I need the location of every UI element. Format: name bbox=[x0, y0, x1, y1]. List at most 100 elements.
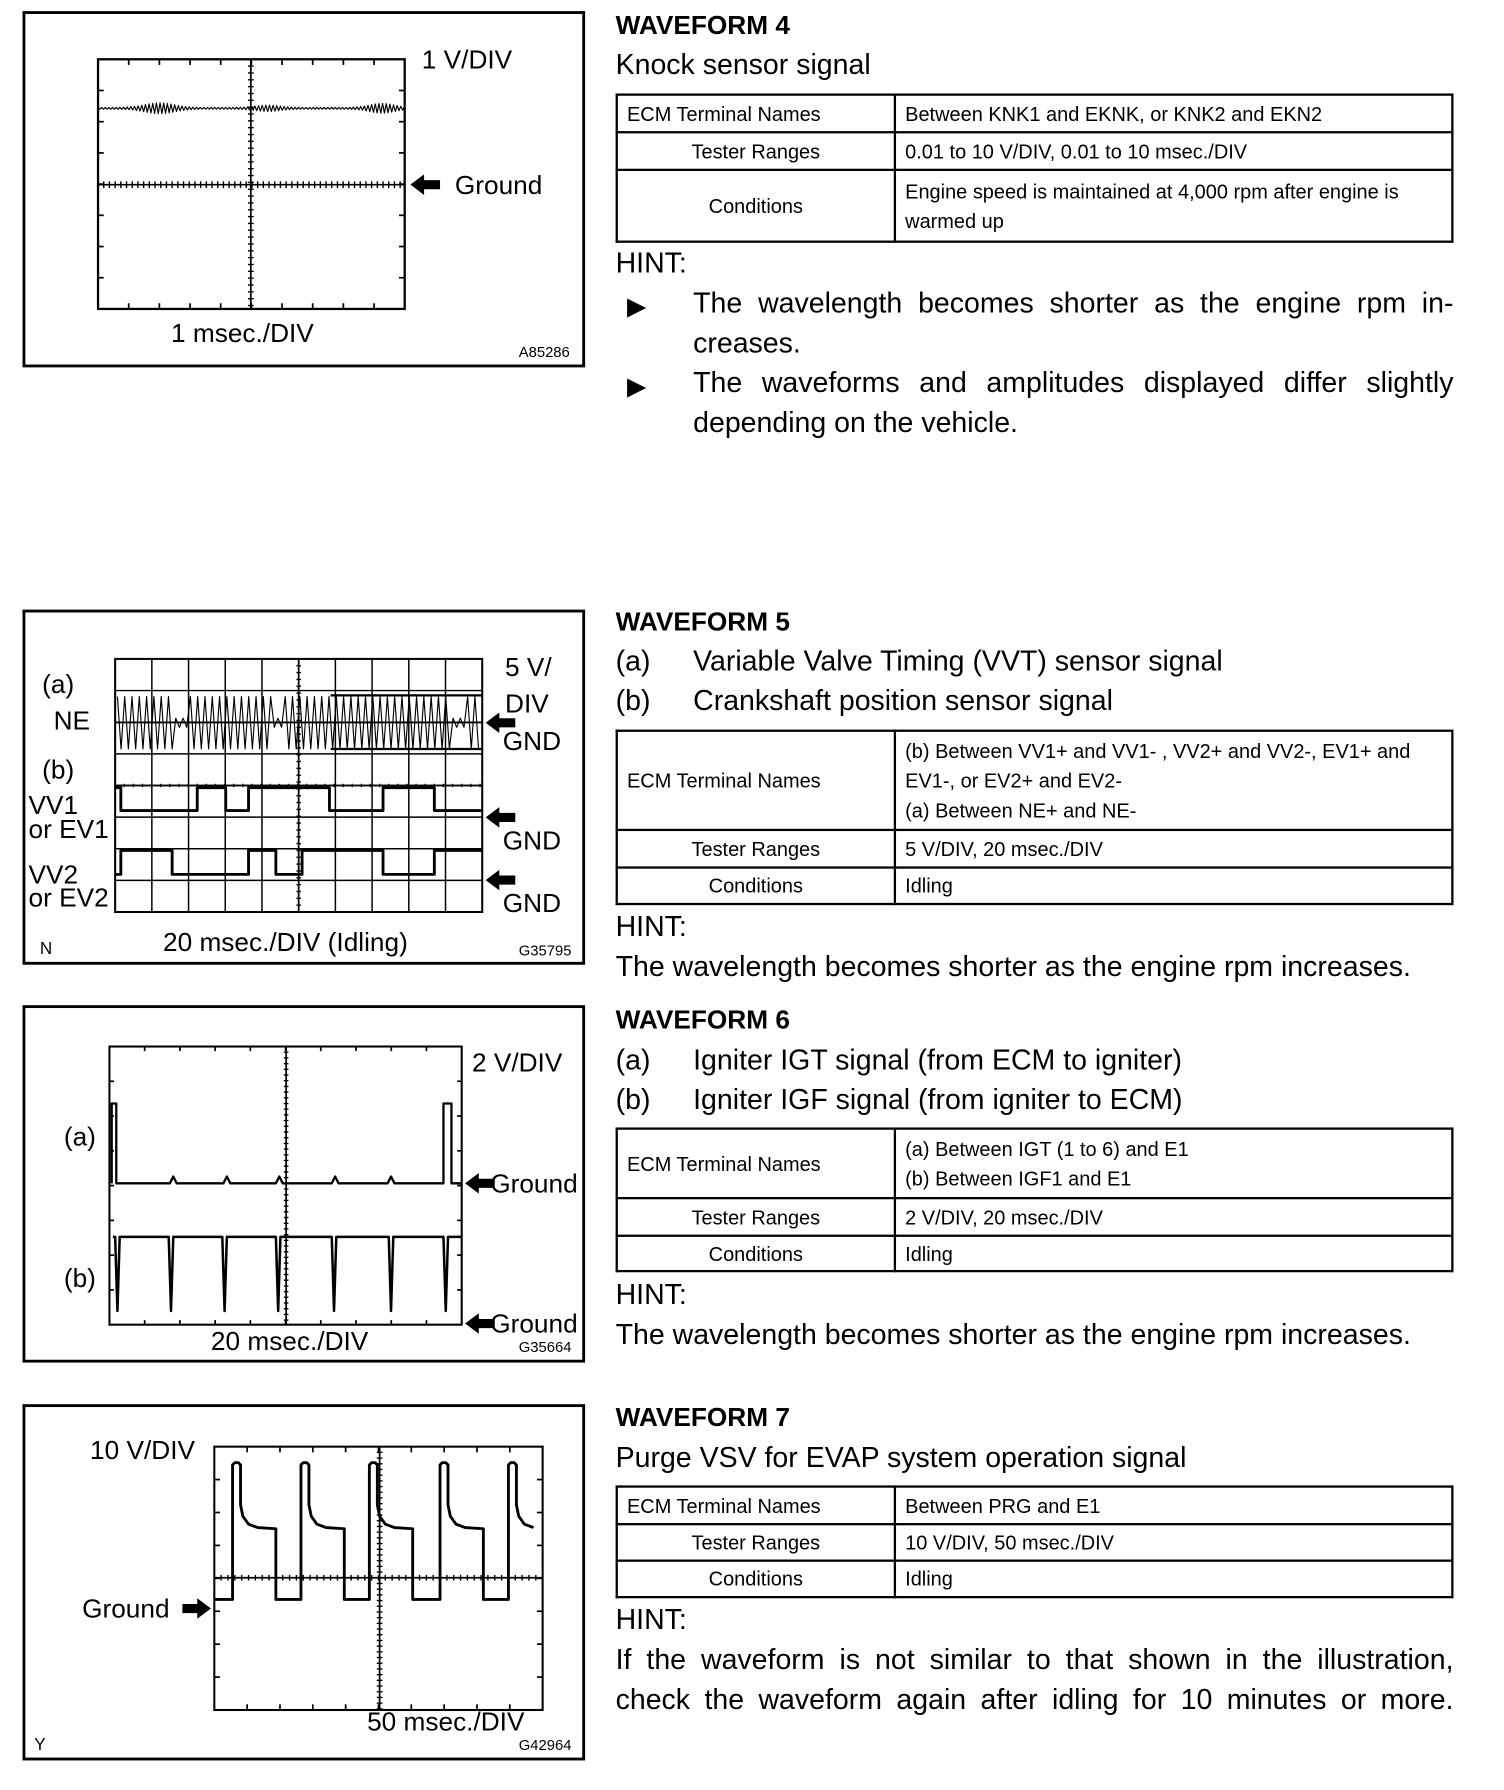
bullet-triangle-icon: ▶ bbox=[627, 291, 647, 321]
fig6-igt-signal-trace bbox=[110, 1102, 462, 1185]
fig5-code: G35795 bbox=[518, 941, 572, 959]
fig5-label-vv2: VV2 bbox=[28, 859, 79, 890]
table-label: Conditions bbox=[615, 168, 897, 243]
fig5-ne-gnd-arrow-icon bbox=[485, 712, 516, 734]
fig5-time-div: 20 msec./DIV (Idling) bbox=[163, 926, 408, 957]
waveform4-bullet-1-line-1: The wavelength becomes shorter as the en… bbox=[693, 287, 1454, 320]
waveform7-spec-table: ECM Terminal Names Between PRG and E1 Tes… bbox=[615, 1485, 1454, 1599]
table-value: Idling bbox=[893, 866, 1454, 906]
fig7-purge-signal-trace bbox=[214, 1461, 535, 1601]
fig5-volt-div-1: 5 V/ bbox=[505, 652, 552, 682]
fig5-vv2-gnd-arrow-icon bbox=[485, 869, 516, 891]
waveform7-subtitle: Purge VSV for EVAP system operation sign… bbox=[615, 1442, 1187, 1475]
waveform4-bullet-2-line-2: depending on the vehicle. bbox=[693, 406, 1018, 439]
table-value: (a) Between IGT (1 to 6) and E1 (b) Betwe… bbox=[893, 1127, 1454, 1200]
item-text: Igniter IGF signal (from igniter to ECM) bbox=[693, 1084, 1183, 1117]
table-label: ECM Terminal Names bbox=[615, 93, 897, 134]
waveform6-hint-text: The wavelength becomes shorter as the en… bbox=[615, 1318, 1411, 1351]
waveform4-hint-label: HINT: bbox=[615, 247, 687, 280]
waveform4-spec-table: ECM Terminal Names Between KNK1 and EKNK,… bbox=[615, 93, 1454, 243]
table-value-line: (b) Between VV1+ and VV1- , VV2+ and VV2… bbox=[905, 739, 1411, 792]
table-label: Conditions bbox=[615, 866, 897, 906]
table-value-line: (a) Between IGT (1 to 6) and E1 bbox=[905, 1137, 1189, 1160]
table-label: Tester Ranges bbox=[615, 1197, 897, 1237]
waveform5-spec-table: ECM Terminal Names (b) Between VV1+ and V… bbox=[615, 729, 1454, 906]
item-text: Variable Valve Timing (VVT) sensor signa… bbox=[693, 645, 1223, 678]
waveform6-hint-label: HINT: bbox=[615, 1279, 687, 1311]
figure-frame-waveform6 bbox=[22, 1005, 586, 1363]
table-value: 10 V/DIV, 50 msec./DIV bbox=[893, 1523, 1454, 1562]
fig7-volt-div: 10 V/DIV bbox=[90, 1435, 195, 1465]
bullet-triangle-icon: ▶ bbox=[627, 371, 647, 401]
table-value: Between PRG and E1 bbox=[893, 1485, 1454, 1526]
waveform4-bullet-1-line-2: creases. bbox=[693, 327, 801, 360]
fig7-corner-mark: Y bbox=[34, 1735, 46, 1755]
table-value: Between KNK1 and EKNK, or KNK2 and EKN2 bbox=[893, 93, 1454, 134]
table-label: Conditions bbox=[615, 1234, 897, 1273]
table-label: ECM Terminal Names bbox=[615, 1485, 897, 1526]
fig5-gnd-ne: GND bbox=[502, 726, 562, 756]
waveform5-hint-text: The wavelength becomes shorter as the en… bbox=[615, 950, 1411, 983]
waveform5-title: WAVEFORM 5 bbox=[615, 606, 790, 637]
waveform4-bullet-2-line-1: The waveforms and amplitudes displayed d… bbox=[693, 367, 1454, 399]
table-row: Conditions Idling bbox=[615, 1234, 1454, 1273]
item-tag: (b) bbox=[615, 685, 651, 718]
waveform5-item-a: (a) Variable Valve Timing (VVT) sensor si… bbox=[615, 645, 1223, 678]
fig5-gnd-vv1: GND bbox=[502, 825, 562, 855]
fig6-label-b: (b) bbox=[63, 1263, 96, 1293]
table-row: Tester Ranges 0.01 to 10 V/DIV, 0.01 to 1… bbox=[615, 131, 1454, 172]
table-label: Tester Ranges bbox=[615, 828, 897, 869]
table-value-line: (b) Between IGF1 and E1 bbox=[905, 1166, 1132, 1190]
table-value: Idling bbox=[893, 1234, 1454, 1273]
item-text: Igniter IGT signal (from ECM to igniter) bbox=[693, 1044, 1183, 1077]
table-value-line: (a) Between NE+ and NE- bbox=[905, 798, 1137, 822]
item-tag: (b) bbox=[615, 1084, 651, 1117]
waveform5-item-b: (b) Crankshaft position sensor signal bbox=[616, 687, 1113, 716]
waveform6-item-a: (a) Igniter IGT signal (from ECM to ignit… bbox=[615, 1044, 1183, 1077]
fig5-volt-div-2: DIV bbox=[505, 688, 549, 719]
fig7-time-div: 50 msec./DIV bbox=[367, 1706, 525, 1737]
fig6-ground-b: Ground bbox=[490, 1308, 578, 1339]
waveform6-spec-table: ECM Terminal Names (a) Between IGT (1 to … bbox=[615, 1127, 1454, 1273]
fig4-code: A85286 bbox=[518, 343, 570, 361]
fig6-ground-a: Ground bbox=[490, 1168, 578, 1199]
item-tag: (a) bbox=[615, 1044, 651, 1077]
figure-frame-waveform5 bbox=[22, 609, 586, 965]
item-text: Crankshaft position sensor signal bbox=[693, 685, 1113, 718]
table-value: Engine speed is maintained at 4,000 rpm … bbox=[893, 168, 1454, 243]
table-value: (b) Between VV1+ and VV1- , VV2+ and VV2… bbox=[893, 729, 1454, 832]
fig5-gnd-vv2: GND bbox=[502, 888, 562, 918]
table-value: 0.01 to 10 V/DIV, 0.01 to 10 msec./DIV bbox=[893, 131, 1454, 172]
waveform7-hint-line-1: If the waveform is not similar to that s… bbox=[615, 1643, 1454, 1676]
waveform6-title: WAVEFORM 6 bbox=[615, 1004, 790, 1034]
table-row: Conditions Idling bbox=[615, 866, 1454, 906]
fig6-label-a: (a) bbox=[63, 1121, 96, 1152]
waveform7-title: WAVEFORM 7 bbox=[615, 1402, 790, 1432]
fig4-ground-label: Ground bbox=[454, 169, 543, 200]
fig6-ground-arrow-icon-a bbox=[465, 1173, 495, 1194]
fig6-volt-div: 2 V/DIV bbox=[471, 1047, 563, 1078]
fig7-ground-arrow-icon bbox=[182, 1598, 211, 1619]
table-value: 2 V/DIV, 20 msec./DIV bbox=[893, 1197, 1454, 1237]
table-value: 5 V/DIV, 20 msec./DIV bbox=[893, 828, 1454, 869]
fig6-igf-signal-trace bbox=[112, 1235, 462, 1313]
table-row: Conditions Idling bbox=[615, 1559, 1454, 1599]
table-label: ECM Terminal Names bbox=[615, 729, 897, 832]
waveform4-title: WAVEFORM 4 bbox=[615, 10, 790, 40]
fig5-vv1-signal-trace bbox=[115, 786, 483, 812]
table-row: ECM Terminal Names Between KNK1 and EKNK,… bbox=[615, 93, 1454, 134]
waveform4-subtitle: Knock sensor signal bbox=[615, 49, 871, 81]
fig6-time-div: 20 msec./DIV bbox=[210, 1325, 369, 1356]
table-row: Tester Ranges 10 V/DIV, 50 msec./DIV bbox=[615, 1523, 1454, 1562]
item-tag: (a) bbox=[615, 645, 651, 678]
fig4-ground-arrow-icon bbox=[410, 174, 441, 195]
fig5-vv2-signal-trace bbox=[115, 849, 483, 876]
table-row: ECM Terminal Names (b) Between VV1+ and V… bbox=[615, 729, 1454, 832]
fig5-corner-mark: N bbox=[39, 939, 53, 959]
fig4-knock-signal-trace bbox=[97, 102, 405, 115]
table-row: Tester Ranges 5 V/DIV, 20 msec./DIV bbox=[615, 828, 1454, 869]
fig6-code: G35664 bbox=[518, 1338, 572, 1356]
table-row: ECM Terminal Names (a) Between IGT (1 to … bbox=[615, 1127, 1454, 1200]
